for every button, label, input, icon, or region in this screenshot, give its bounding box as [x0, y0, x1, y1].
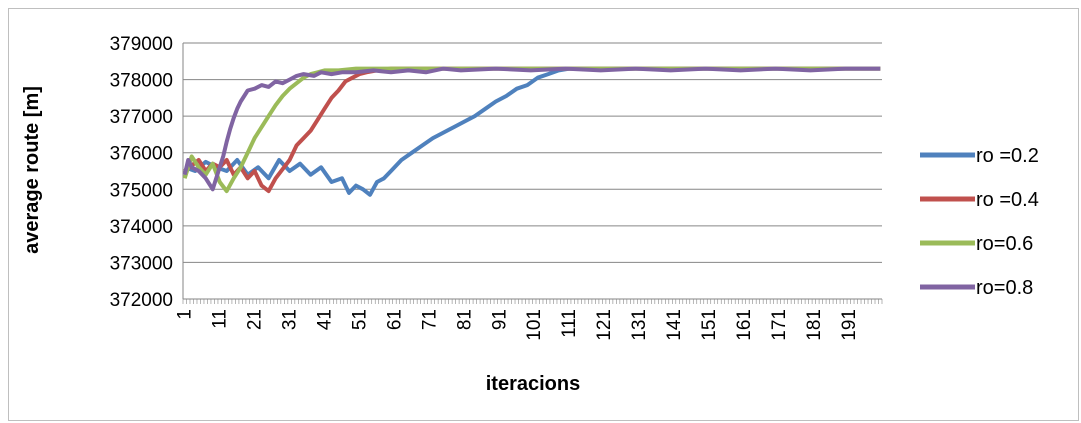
x-tick-label: 111 — [559, 309, 580, 338]
y-tick-label: 373000 — [110, 253, 173, 274]
x-tick-label: 191 — [839, 309, 860, 341]
axes — [182, 43, 883, 304]
tick-labels: 372000 373000 374000 375000 376000 377000 3780… — [110, 34, 860, 341]
x-axis-title: iteracions — [486, 373, 580, 395]
y-axis-title: average route [m] — [21, 86, 43, 254]
x-tick-label: 181 — [804, 309, 825, 341]
x-tick-label: 121 — [594, 309, 615, 341]
y-tick-label: 378000 — [110, 71, 173, 92]
legend-label: ro=0.8 — [976, 277, 1033, 299]
x-tick-label: 31 — [280, 309, 301, 330]
series-lines — [182, 66, 881, 197]
x-tick-label: 171 — [769, 309, 790, 341]
legend-label: ro =0.2 — [976, 145, 1039, 167]
x-tick-label: 21 — [245, 309, 266, 330]
legend-label: ro =0.4 — [976, 189, 1039, 211]
x-tick-label: 161 — [734, 309, 755, 341]
series-line — [182, 66, 881, 192]
x-tick-label: 41 — [315, 309, 336, 330]
y-tick-label: 376000 — [110, 144, 173, 165]
x-tick-label: 11 — [210, 309, 231, 329]
x-tick-label: 141 — [664, 309, 685, 341]
x-tick-label: 1 — [175, 309, 196, 320]
y-tick-label: 372000 — [110, 290, 173, 311]
y-tick-label: 374000 — [110, 217, 173, 238]
y-tick-label: 375000 — [110, 180, 173, 201]
y-tick-label: 379000 — [110, 34, 173, 55]
x-tick-label: 81 — [454, 309, 475, 330]
y-tick-label: 377000 — [110, 107, 173, 128]
x-tick-label: 151 — [699, 309, 720, 341]
x-tick-label: 101 — [524, 309, 545, 341]
chart-frame — [8, 8, 1079, 421]
legend: ro =0.2 ro =0.4 ro=0.6 ro=0.8 — [920, 145, 1039, 299]
x-tick-label: 71 — [419, 309, 440, 330]
x-tick-label: 131 — [629, 309, 650, 341]
legend-label: ro=0.6 — [976, 233, 1033, 255]
x-tick-label: 91 — [489, 309, 510, 330]
x-tick-label: 51 — [349, 309, 370, 330]
x-tick-label: 61 — [384, 309, 405, 330]
